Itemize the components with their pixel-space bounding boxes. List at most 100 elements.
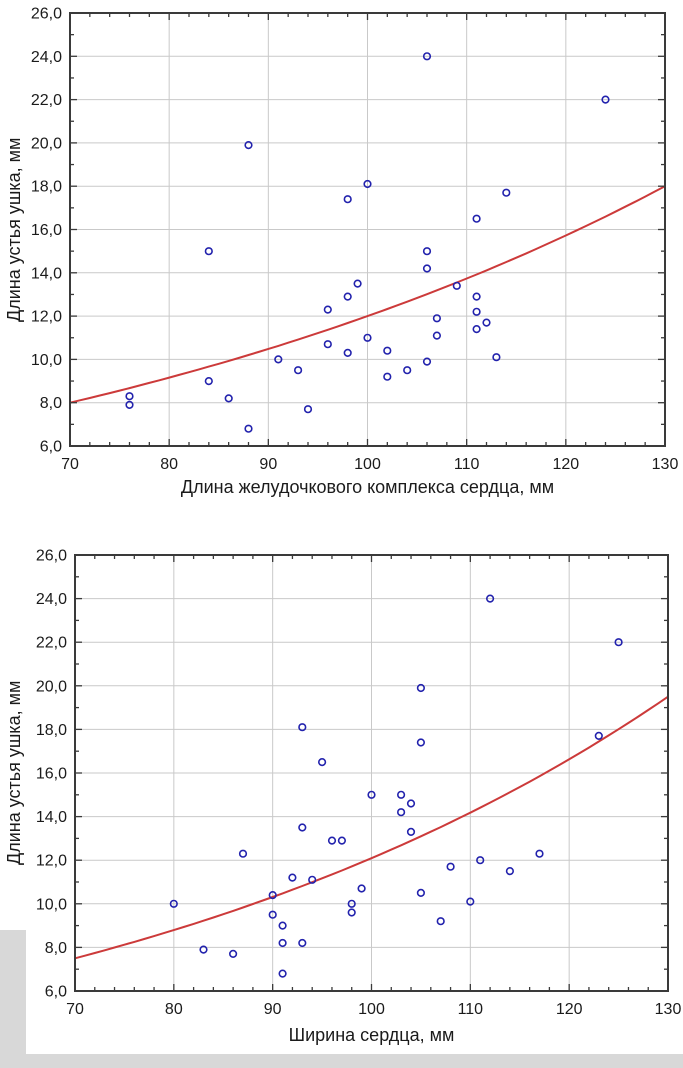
trend-line — [74, 695, 669, 960]
y-tick-label: 8,0 — [40, 395, 62, 412]
x-tick-label: 80 — [165, 1001, 183, 1018]
data-point — [432, 331, 442, 340]
data-point — [432, 314, 442, 323]
x-tick-label: 70 — [66, 1001, 84, 1018]
data-point — [357, 884, 366, 893]
data-point — [594, 731, 603, 741]
data-point — [343, 195, 352, 204]
data-point — [601, 95, 610, 104]
data-point — [416, 888, 426, 898]
y-tick-label: 10,0 — [36, 896, 67, 913]
data-point — [397, 790, 406, 799]
axis-ticks — [69, 12, 666, 447]
data-point — [353, 279, 362, 288]
data-point — [363, 333, 372, 342]
data-point — [278, 969, 287, 978]
y-tick-label: 6,0 — [40, 439, 62, 456]
data-point — [343, 348, 352, 358]
gridlines — [70, 13, 665, 446]
data-point — [298, 938, 307, 948]
data-point — [383, 372, 392, 381]
data-point — [244, 424, 253, 433]
y-tick-label: 24,0 — [31, 49, 62, 66]
data-point — [476, 856, 485, 865]
data-point — [486, 594, 495, 603]
data-point — [466, 897, 475, 906]
bottom-chart: 70 80 90 100 110 120 130 6,0 8,0 10,0 12,0 14,0 16,0… — [36, 548, 682, 1019]
data-point — [422, 52, 432, 61]
y-tick-label: 10,0 — [31, 352, 62, 369]
data-point — [343, 292, 352, 301]
y-tick-label: 14,0 — [36, 809, 67, 826]
y-tick-label: 20,0 — [36, 678, 67, 695]
y-tick-label: 22,0 — [36, 635, 67, 652]
x-tick-label: 120 — [556, 1001, 583, 1018]
top-chart-y-axis-title: Длина устья ушка, мм — [4, 137, 24, 322]
data-point — [169, 899, 178, 908]
data-point — [308, 875, 317, 884]
data-point — [416, 738, 426, 747]
data-point — [323, 340, 332, 349]
y-tick-label: 26,0 — [36, 548, 67, 565]
y-tick-label: 12,0 — [36, 853, 67, 870]
data-point — [278, 938, 287, 948]
data-point — [472, 214, 481, 223]
data-point — [318, 757, 327, 767]
data-points — [169, 594, 623, 978]
data-point — [303, 405, 313, 414]
data-point — [403, 366, 412, 375]
data-point — [406, 799, 416, 808]
data-point — [294, 366, 303, 375]
data-point — [422, 247, 432, 256]
y-tick-label: 6,0 — [45, 984, 67, 1001]
data-point — [125, 400, 134, 410]
data-point — [238, 849, 248, 858]
data-point — [125, 392, 134, 401]
top-chart: 70 80 90 100 110 120 130 6,0 8,0 10,0 12,0 14,0 16,0… — [31, 6, 679, 474]
data-point — [199, 945, 208, 954]
data-point — [278, 921, 287, 930]
x-tick-label: 130 — [652, 456, 679, 473]
data-point — [244, 141, 253, 150]
data-point — [472, 292, 481, 301]
data-point — [452, 281, 461, 290]
data-point — [416, 683, 426, 693]
data-point — [274, 355, 283, 364]
y-tick-label: 8,0 — [45, 940, 67, 957]
data-point — [436, 917, 445, 926]
data-point — [268, 910, 277, 919]
data-point — [535, 849, 544, 858]
data-point — [347, 899, 356, 908]
y-tick-label: 24,0 — [36, 591, 67, 608]
data-point — [327, 836, 337, 845]
y-tick-label: 16,0 — [36, 766, 67, 783]
data-point — [492, 353, 501, 362]
data-points — [125, 52, 610, 433]
trend-line — [69, 185, 666, 404]
data-point — [363, 179, 372, 189]
x-tick-label: 90 — [264, 1001, 282, 1018]
data-point — [422, 357, 432, 366]
gridlines — [75, 555, 668, 991]
data-point — [204, 377, 213, 386]
data-point — [229, 949, 238, 959]
data-point — [446, 862, 455, 871]
axis-ticks — [74, 554, 669, 992]
data-point — [337, 836, 347, 845]
x-tick-label: 120 — [552, 456, 579, 473]
x-tick-label: 80 — [160, 456, 178, 473]
data-point — [505, 866, 515, 876]
x-tick-label: 110 — [454, 456, 480, 473]
top-chart-x-axis-title: Длина желудочкового комплекса сердца, мм — [180, 477, 555, 497]
data-point — [367, 790, 376, 799]
data-point — [502, 188, 511, 197]
data-point — [268, 890, 277, 900]
x-tick-label: 90 — [259, 456, 277, 473]
x-tick-label: 70 — [61, 456, 79, 473]
scan-edge-artifact-bottom — [0, 1054, 683, 1068]
y-tick-label: 12,0 — [31, 309, 62, 326]
bottom-chart-y-axis-title: Длина устья ушка, мм — [4, 680, 24, 866]
data-point — [298, 823, 307, 832]
y-tick-label: 18,0 — [36, 722, 67, 739]
